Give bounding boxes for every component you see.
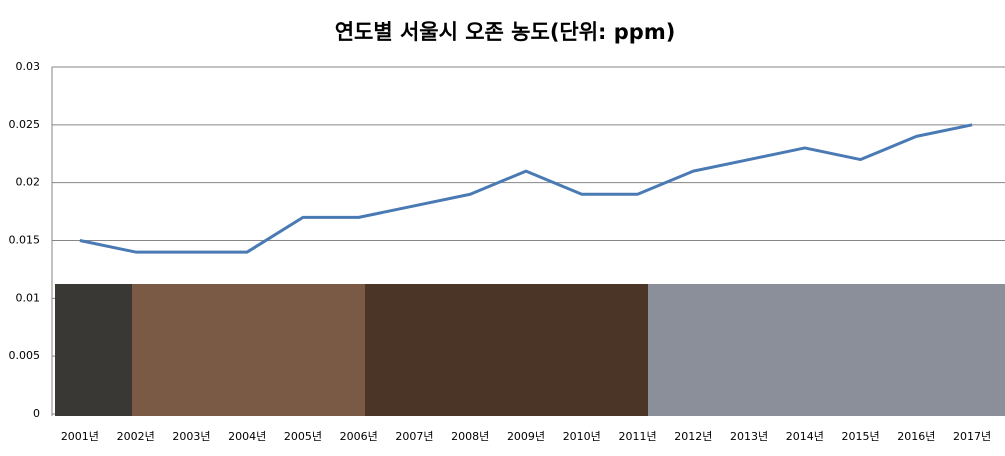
x-tick-label: 2002년	[117, 430, 155, 443]
grid: 0 0.005 0.01 0.015 0.02 0.025 0.03 2001년 2002년 20…	[9, 60, 1005, 443]
x-tick-label: 2013년	[730, 430, 768, 443]
line	[79, 123, 973, 254]
x-tick-label: 2006년	[340, 430, 378, 443]
y-tick-label: 0.03	[16, 60, 41, 73]
y-tick-label: 0.015	[9, 234, 41, 247]
y-tick-label: 0.02	[16, 176, 41, 189]
x-tick-label: 2003년	[172, 430, 210, 443]
x-tick-label: 2010년	[563, 430, 601, 443]
x-tick-label: 2005년	[284, 430, 322, 443]
photos	[55, 284, 1005, 416]
x-tick-label: 2009년	[507, 430, 545, 443]
x-tick-label: 2017년	[953, 430, 991, 443]
x-tick-label: 2001년	[61, 430, 99, 443]
y-tick-label: 0.01	[16, 291, 41, 304]
x-tick-label: 2016년	[897, 430, 935, 443]
photo	[365, 284, 648, 416]
photo	[648, 284, 1005, 416]
x-tick-label: 2007년	[395, 430, 433, 443]
x-tick-label: 2015년	[842, 430, 880, 443]
x-tick-label: 2008년	[451, 430, 489, 443]
y-tick-label: 0.025	[9, 118, 41, 131]
x-tick-label: 2012년	[674, 430, 712, 443]
y-tick-label: 0.005	[9, 349, 41, 362]
photo	[55, 284, 132, 416]
x-tick-label: 2014년	[786, 430, 824, 443]
x-tick-label: 2004년	[228, 430, 266, 443]
x-tick-label: 2011년	[618, 430, 656, 443]
marks	[79, 123, 973, 254]
photo	[132, 284, 365, 416]
y-tick-label: 0	[33, 407, 40, 420]
chart-title: 연도별 서울시 오존 농도(단위: ppm)	[335, 20, 676, 44]
